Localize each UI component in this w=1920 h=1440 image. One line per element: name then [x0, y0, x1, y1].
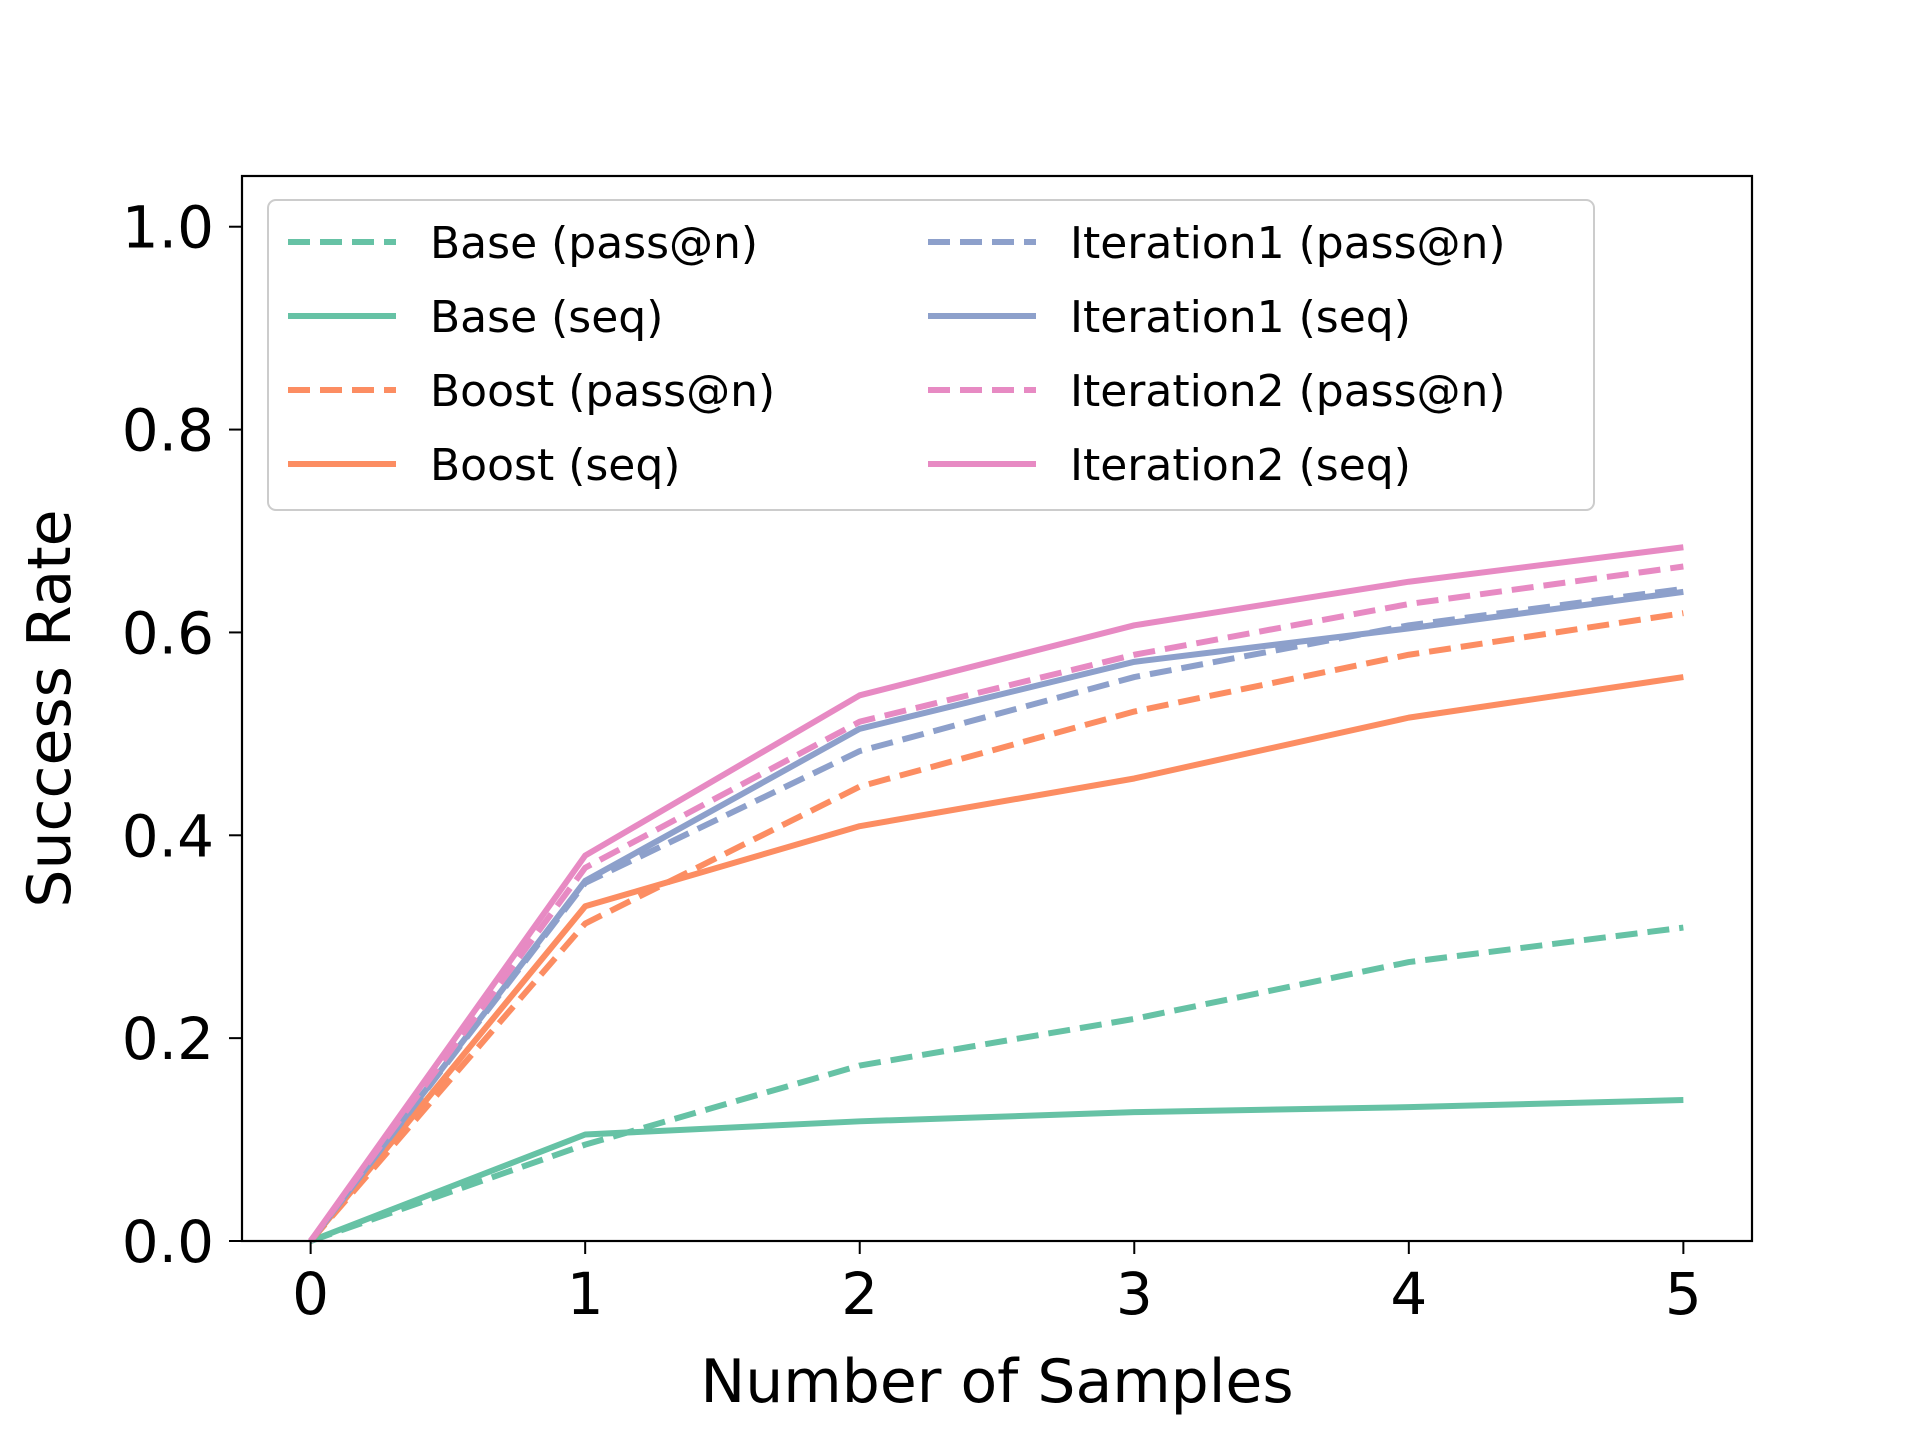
- y-axis: 0.0 0.2 0.4 0.6 0.8 1.0: [122, 194, 242, 1276]
- legend-label-iteration1-pass-n: Iteration1 (pass@n): [1070, 218, 1506, 269]
- y-tick-label: 1.0: [122, 194, 214, 262]
- series-line-iteration1-pass-n: [308, 585, 1684, 1243]
- legend-label-iteration1-seq: Iteration1 (seq): [1070, 292, 1411, 343]
- y-tick-label: 0.2: [122, 1005, 214, 1073]
- legend-label-boost-pass-n: Boost (pass@n): [430, 366, 775, 417]
- series-line-base-seq: [309, 1097, 1684, 1244]
- x-tick-label: 0: [292, 1260, 329, 1328]
- x-tick-label: 1: [567, 1260, 604, 1328]
- x-axis: 0 1 2 3 4 5: [292, 1241, 1702, 1328]
- y-tick-label: 0.4: [122, 802, 214, 870]
- legend-label-base-seq: Base (seq): [430, 292, 663, 343]
- series-line-boost-seq: [308, 674, 1684, 1243]
- legend-label-boost-seq: Boost (seq): [430, 440, 680, 491]
- series-line-boost-pass-n: [308, 610, 1684, 1243]
- x-tick-label: 5: [1665, 1260, 1702, 1328]
- legend-label-iteration2-seq: Iteration2 (seq): [1070, 440, 1411, 491]
- legend-label-base-pass-n: Base (pass@n): [430, 218, 758, 269]
- x-axis-label: Number of Samples: [700, 1347, 1293, 1417]
- legend-box: [267, 199, 1595, 511]
- plot-frame: [240, 174, 1754, 1243]
- x-tick-label: 4: [1390, 1260, 1427, 1328]
- legend: Base (pass@n) Base (seq) Boost (pass@n) Boo…: [267, 199, 1595, 511]
- y-tick-label: 0.0: [122, 1208, 214, 1276]
- x-tick-label: 2: [841, 1260, 878, 1328]
- legend-label-iteration2-pass-n: Iteration2 (pass@n): [1070, 366, 1506, 417]
- y-tick-label: 0.6: [122, 599, 214, 667]
- series-line-iteration1-seq: [308, 588, 1684, 1243]
- series-line-base-pass-n: [309, 924, 1684, 1244]
- series-line-iteration2-pass-n: [308, 563, 1684, 1243]
- y-tick-label: 0.8: [122, 397, 214, 465]
- x-tick-label: 3: [1116, 1260, 1153, 1328]
- y-axis-label: Success Rate: [15, 509, 85, 907]
- series-line-iteration2-seq: [308, 544, 1684, 1243]
- series-layer: [308, 544, 1684, 1244]
